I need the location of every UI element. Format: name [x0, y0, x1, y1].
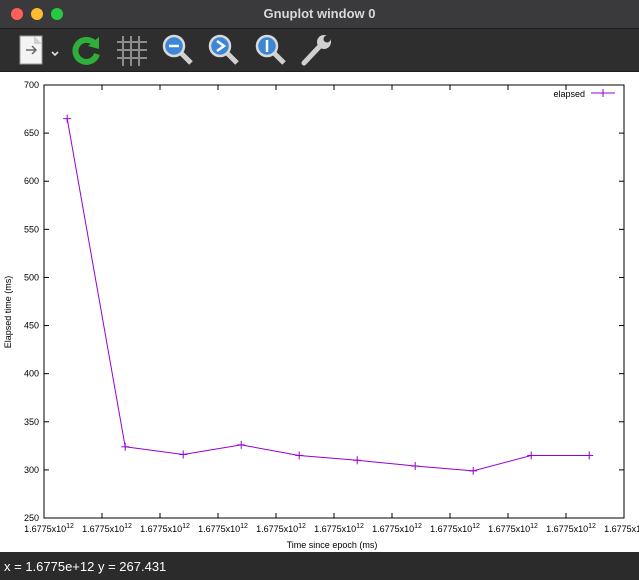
legend-label: elapsed — [553, 89, 585, 99]
zoom-window-button[interactable] — [51, 8, 63, 20]
x-tick-label: 1.6775x1012 — [140, 523, 190, 534]
grid-icon — [117, 36, 147, 66]
data-point — [179, 450, 188, 459]
y-tick-label: 650 — [24, 128, 39, 138]
settings-button[interactable] — [298, 32, 334, 68]
zoom-next-icon — [208, 34, 239, 65]
x-axis-label: Time since epoch (ms) — [287, 540, 378, 550]
data-point — [121, 442, 130, 451]
data-point — [411, 462, 420, 471]
autoscale-button[interactable] — [253, 32, 289, 68]
x-tick-label: 1.6775x1012 — [256, 523, 306, 534]
close-window-button[interactable] — [11, 8, 23, 20]
x-tick-label: 1.6775x1012 — [604, 523, 639, 534]
wrench-icon — [301, 35, 331, 66]
status-bar: x = 1.6775e+12 y = 267.431 — [0, 552, 639, 580]
x-tick-label: 1.6775x1012 — [24, 523, 74, 534]
data-point — [527, 451, 536, 460]
x-tick-label: 1.6775x1012 — [198, 523, 248, 534]
y-tick-label: 550 — [24, 224, 39, 234]
plot-frame — [43, 84, 625, 519]
y-tick-label: 400 — [24, 369, 39, 379]
y-tick-label: 250 — [24, 513, 39, 523]
x-tick-label: 1.6775x1012 — [372, 523, 422, 534]
minimize-window-button[interactable] — [31, 8, 43, 20]
series-line — [66, 118, 590, 472]
y-tick-label: 700 — [24, 80, 39, 90]
plot-area[interactable]: 250 300 350 400 450 500 550 600 650 700 1.6775x10… — [0, 72, 639, 552]
export-menu-button[interactable] — [14, 32, 64, 68]
y-tick-label: 300 — [24, 465, 39, 475]
zoom-previous-icon — [162, 34, 193, 65]
data-point — [63, 114, 72, 123]
y-tick-label: 500 — [24, 272, 39, 282]
chart[interactable]: 250 300 350 400 450 500 550 600 650 700 1.6775x10… — [0, 72, 639, 552]
x-tick-label: 1.6775x1012 — [314, 523, 364, 534]
data-point — [237, 440, 246, 449]
x-tick-label: 1.6775x1012 — [82, 523, 132, 534]
title-bar: Gnuplot window 0 — [0, 0, 639, 29]
y-tick-label: 350 — [24, 417, 39, 427]
y-axis-label: Elapsed time (ms) — [3, 276, 13, 349]
toolbar — [0, 29, 639, 72]
legend: elapsed — [553, 89, 615, 99]
data-point — [469, 466, 478, 475]
x-tick-label: 1.6775x1012 — [430, 523, 480, 534]
x-tick-label: 1.6775x1012 — [546, 523, 596, 534]
y-tick-label: 450 — [24, 321, 39, 331]
x-tick-label: 1.6775x1012 — [488, 523, 538, 534]
zoom-autoscale-icon — [255, 34, 286, 65]
replot-button[interactable] — [68, 32, 104, 68]
refresh-icon — [72, 36, 100, 65]
zoom-next-button[interactable] — [206, 32, 242, 68]
data-point — [295, 451, 304, 460]
document-export-icon — [19, 35, 59, 65]
coordinate-readout: x = 1.6775e+12 y = 267.431 — [4, 559, 167, 574]
data-point — [353, 456, 362, 465]
window-title: Gnuplot window 0 — [263, 6, 376, 21]
data-point — [585, 451, 594, 460]
grid-toggle-button[interactable] — [113, 32, 149, 68]
zoom-previous-button[interactable] — [160, 32, 196, 68]
y-tick-label: 600 — [24, 176, 39, 186]
